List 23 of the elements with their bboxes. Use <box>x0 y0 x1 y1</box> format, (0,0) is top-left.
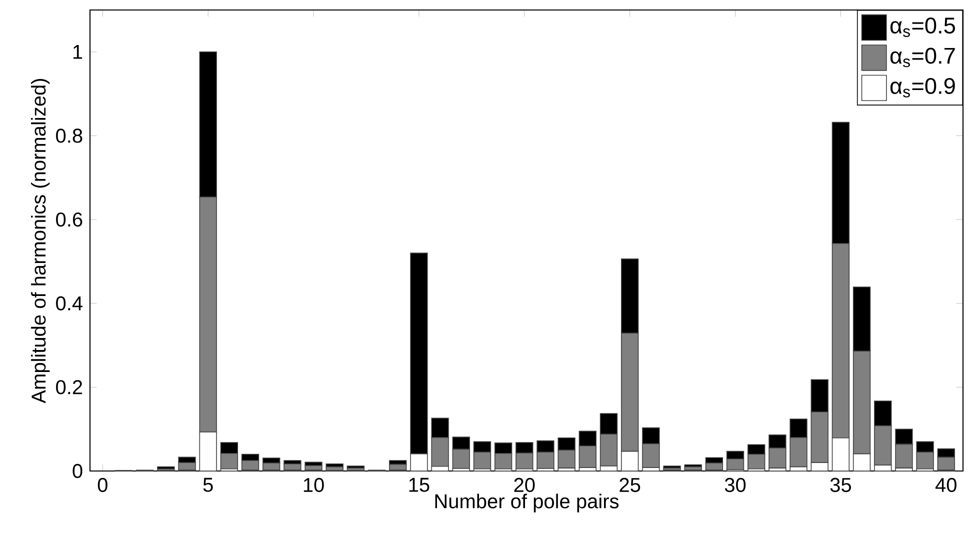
legend-label: α$_{s}$=0.7 <box>890 48 955 68</box>
y-tick-label: 0.4 <box>56 296 82 310</box>
y-tick-label: 0.8 <box>56 128 82 143</box>
y-tick-label: 0.6 <box>56 212 82 227</box>
x-tick-label: 5 <box>203 478 213 492</box>
bar <box>304 465 322 471</box>
x-tick-label: 0 <box>98 478 108 492</box>
x-tick-label: 30 <box>724 478 746 492</box>
x-tick-label: 15 <box>409 478 430 492</box>
y-tick-label: 0 <box>72 464 82 478</box>
y-tick-label: 1 <box>73 45 82 59</box>
bar <box>284 463 302 471</box>
y-axis-title: Amplitude of harmonics (normalized) <box>31 78 50 404</box>
x-axis-title: Number of pole pairs <box>435 494 619 512</box>
x-tick-label: 35 <box>830 478 851 492</box>
x-tick-label: 10 <box>304 478 324 492</box>
y-tick-label: 0.2 <box>56 380 82 394</box>
x-tick-label: 20 <box>514 478 535 492</box>
legend-label: α$_{s}$=0.5 <box>890 18 955 37</box>
x-tick-label: 40 <box>935 478 956 492</box>
legend-label: α$_{s}$=0.9 <box>890 78 955 98</box>
bar <box>389 464 407 471</box>
x-tick-label: 25 <box>620 478 640 492</box>
